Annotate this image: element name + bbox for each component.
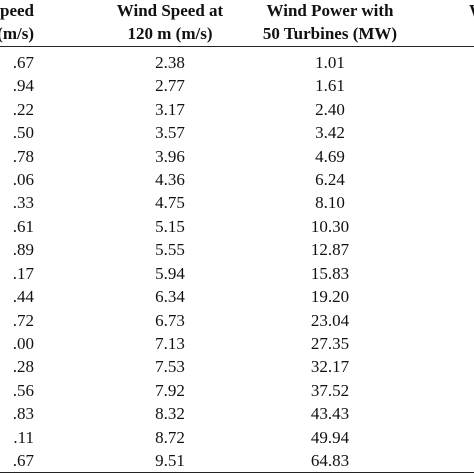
table-cell: 2.40: [315, 99, 345, 119]
header-cell: W: [469, 1, 474, 21]
table-cell: 8.72: [155, 427, 185, 447]
table-cell: .72: [12, 310, 34, 330]
table-cell: 15.83: [310, 263, 350, 283]
table-cell: 4.36: [155, 170, 185, 190]
table-cell: 2.77: [155, 76, 185, 96]
table-cell: 6.73: [155, 310, 185, 330]
table-cell: 32.17: [310, 357, 350, 377]
table-cell: .78: [12, 146, 34, 166]
table-cell: 37.52: [310, 380, 350, 400]
table-cell: 8.32: [155, 404, 185, 424]
table-cell: 8.10: [315, 193, 345, 213]
table-cell: .67: [12, 451, 34, 470]
table-cell: 19.20: [310, 287, 350, 307]
table-cell: .56: [12, 380, 34, 400]
table-cell: 3.17: [155, 99, 185, 119]
table-cell: .89: [12, 240, 34, 260]
table-cell: 7.92: [155, 380, 185, 400]
table-cell: 43.43: [310, 404, 350, 424]
table-cell: .67: [12, 53, 34, 72]
table-cell: 1.61: [315, 76, 345, 96]
table-cell: .33: [12, 193, 34, 213]
table-cell: 3.96: [155, 146, 185, 166]
table-cell: .44: [12, 287, 34, 307]
header-cell: m (m/s): [0, 24, 34, 43]
header-cell: 50 Turbines (MW): [262, 24, 398, 43]
table-cell: 4.75: [155, 193, 185, 213]
table-cell: 12.87: [310, 240, 350, 260]
table-cell: .94: [12, 76, 34, 96]
table-cell: .00: [12, 333, 34, 353]
table-cell: .06: [12, 170, 34, 190]
header-cell: Wind Speed at: [116, 1, 224, 20]
header-cell: 120 m (m/s): [127, 24, 213, 43]
table-cell: 7.53: [155, 357, 185, 377]
table-cell: 3.42: [315, 123, 345, 143]
table-cell: 10.30: [310, 216, 350, 236]
table-cell: .17: [12, 263, 34, 283]
header-rule: [0, 46, 474, 47]
table-cell: .50: [12, 123, 34, 143]
table-cell: 27.35: [310, 333, 350, 353]
table-cell: 23.04: [310, 310, 350, 330]
header-cell: Wind Power with: [266, 1, 394, 20]
bottom-rule: [0, 472, 474, 473]
table-cell: .11: [13, 427, 34, 447]
table-cell: 4.69: [315, 146, 345, 166]
table-cell: 6.24: [315, 170, 345, 190]
table-cell: 3.57: [155, 123, 185, 143]
table-cell: 6.34: [155, 287, 185, 307]
table-cell: 2.38: [155, 53, 185, 72]
table-cell: 9.51: [155, 451, 185, 470]
table-cell: .61: [12, 216, 34, 236]
table-cell: 7.13: [155, 333, 185, 353]
table-cell: 1.01: [315, 53, 345, 72]
table-cell: .28: [12, 357, 34, 377]
table-cell: 5.55: [155, 240, 185, 260]
table-cell: 5.94: [155, 263, 185, 283]
table-cell: 64.83: [310, 451, 350, 470]
table-cell: .22: [12, 99, 34, 119]
header-cell: l Speed: [0, 1, 34, 20]
table-cell: 5.15: [155, 216, 185, 236]
table-cell: .83: [12, 404, 34, 424]
table-cell: 49.94: [310, 427, 350, 447]
